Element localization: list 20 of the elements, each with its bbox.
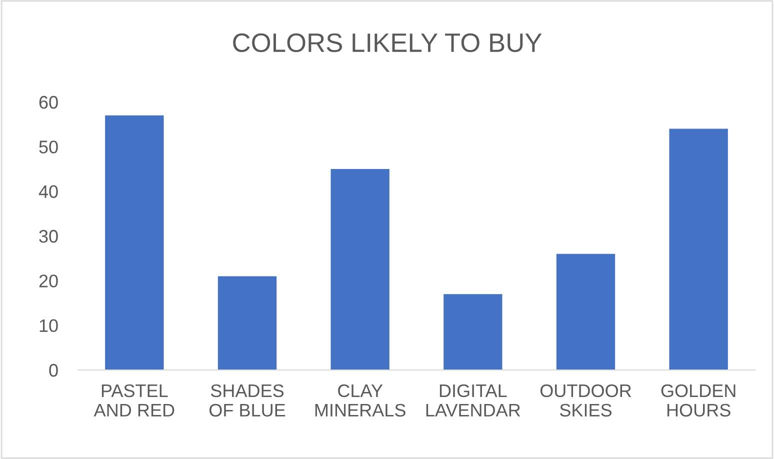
x-tick-label: CLAY MINERALS: [315, 384, 406, 417]
x-tick-label: OUTDOOR SKIES: [540, 384, 632, 417]
y-tick-label: 0: [49, 364, 58, 377]
bar: [556, 254, 616, 370]
x-tick-label: PASTEL AND RED: [94, 384, 174, 416]
y-tick-label: 10: [40, 319, 58, 332]
bar: [218, 276, 277, 370]
bar: [330, 169, 390, 370]
bar: [444, 294, 502, 370]
x-tick-label: DIGITAL LAVENDAR: [426, 384, 520, 416]
chart-title: COLORS LIKELY TO BUY: [233, 33, 542, 52]
x-tick-label: SHADES OF BLUE: [209, 384, 286, 417]
bar: [669, 128, 728, 370]
bar: [105, 115, 164, 370]
y-tick-label: 20: [39, 274, 58, 288]
y-tick-label: 40: [38, 185, 58, 198]
y-tick-label: 50: [39, 140, 58, 154]
y-tick-label: 60: [39, 96, 58, 109]
y-tick-label: 30: [39, 230, 58, 243]
x-tick-label: GOLDEN HOURS: [661, 384, 736, 417]
